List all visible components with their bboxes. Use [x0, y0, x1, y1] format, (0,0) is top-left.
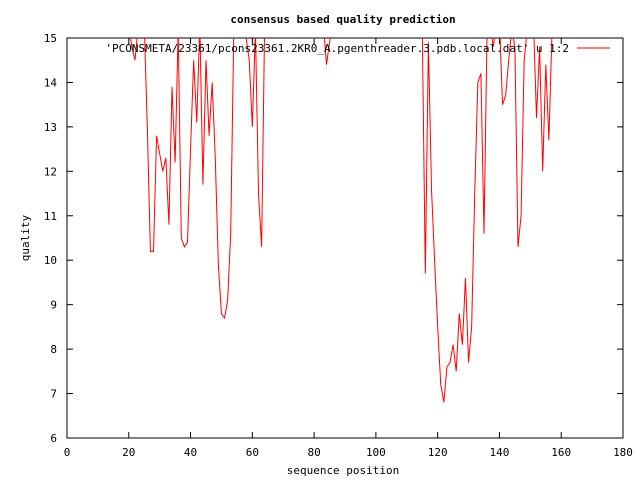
x-tick-label: 0: [64, 446, 71, 459]
x-axis: 0 20 40 60 80 100 120 140 160 180: [64, 38, 633, 459]
plot-area: 0 20 40 60 80 100 120 140 160 180 6 7 8 9 10 11 12 13 14 1…: [44, 32, 633, 459]
y-tick-label: 11: [44, 210, 57, 223]
x-tick-label: 140: [490, 446, 510, 459]
series-line: [130, 38, 553, 403]
legend: 'PCONSMETA/23361/pcons23361.2KR0_A.pgent…: [105, 42, 610, 55]
series-layer: [130, 38, 553, 403]
y-axis: 6 7 8 9 10 11 12 13 14 15: [44, 32, 623, 445]
plot-frame: [66, 37, 624, 439]
x-tick-label: 120: [428, 446, 448, 459]
y-tick-label: 7: [50, 388, 57, 401]
y-tick-label: 15: [44, 32, 57, 45]
y-tick-label: 13: [44, 121, 57, 134]
y-axis-label: quality: [19, 214, 32, 261]
chart-title: consensus based quality prediction: [230, 13, 455, 26]
x-tick-label: 180: [613, 446, 633, 459]
x-tick-label: 160: [551, 446, 571, 459]
y-tick-label: 6: [50, 432, 57, 445]
x-tick-label: 40: [184, 446, 197, 459]
x-tick-label: 100: [366, 446, 386, 459]
y-tick-label: 8: [50, 343, 57, 356]
x-axis-label: sequence position: [287, 464, 400, 477]
y-tick-label: 10: [44, 254, 57, 267]
y-tick-label: 14: [44, 76, 58, 89]
x-tick-label: 80: [307, 446, 320, 459]
y-tick-label: 12: [44, 165, 57, 178]
x-tick-label: 20: [122, 446, 135, 459]
legend-label: 'PCONSMETA/23361/pcons23361.2KR0_A.pgent…: [105, 42, 569, 55]
y-tick-label: 9: [50, 299, 57, 312]
x-tick-label: 60: [246, 446, 259, 459]
